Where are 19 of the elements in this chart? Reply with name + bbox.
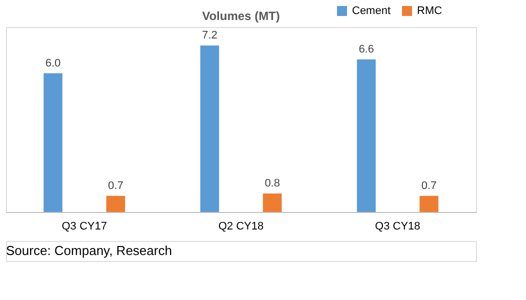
x-tick-label: Q3 CY18 bbox=[375, 220, 420, 232]
data-label: 7.2 bbox=[202, 30, 218, 42]
data-label: 0.8 bbox=[264, 178, 280, 190]
data-label: 6.0 bbox=[45, 57, 61, 70]
bar bbox=[106, 196, 126, 212]
bar bbox=[262, 194, 282, 212]
legend-label: RMC bbox=[417, 5, 442, 17]
source-note: Source: Company, Research bbox=[6, 243, 172, 258]
bar bbox=[200, 46, 220, 212]
data-label: 6.6 bbox=[358, 43, 374, 56]
bar bbox=[356, 59, 376, 212]
legend-label: Cement bbox=[352, 5, 391, 17]
x-tick-label: Q3 CY17 bbox=[62, 220, 107, 232]
bar bbox=[420, 196, 438, 212]
data-label: 0.7 bbox=[421, 180, 437, 192]
data-label: 0.7 bbox=[108, 180, 124, 192]
bar bbox=[44, 73, 62, 212]
chart-title: Volumes (MT) bbox=[202, 9, 280, 23]
x-tick-label: Q2 CY18 bbox=[218, 220, 264, 232]
